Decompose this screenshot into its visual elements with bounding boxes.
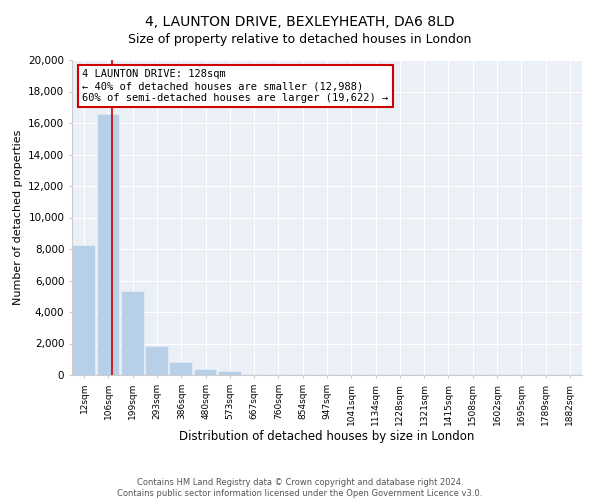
Bar (146, 348, 168, 375)
Text: 4, LAUNTON DRIVE, BEXLEYHEATH, DA6 8LD: 4, LAUNTON DRIVE, BEXLEYHEATH, DA6 8LD (145, 15, 455, 29)
Text: 4 LAUNTON DRIVE: 128sqm
← 40% of detached houses are smaller (12,988)
60% of sem: 4 LAUNTON DRIVE: 128sqm ← 40% of detache… (82, 70, 388, 102)
Text: Size of property relative to detached houses in London: Size of property relative to detached ho… (128, 32, 472, 46)
Bar (97, 115, 119, 375)
Bar (170, 363, 192, 375)
Bar (73, 246, 95, 375)
X-axis label: Distribution of detached houses by size in London: Distribution of detached houses by size … (179, 430, 475, 444)
Y-axis label: Number of detached properties: Number of detached properties (13, 130, 23, 305)
Bar (194, 370, 217, 375)
Text: Contains HM Land Registry data © Crown copyright and database right 2024.
Contai: Contains HM Land Registry data © Crown c… (118, 478, 482, 498)
Bar (122, 292, 143, 375)
Bar (219, 372, 241, 375)
